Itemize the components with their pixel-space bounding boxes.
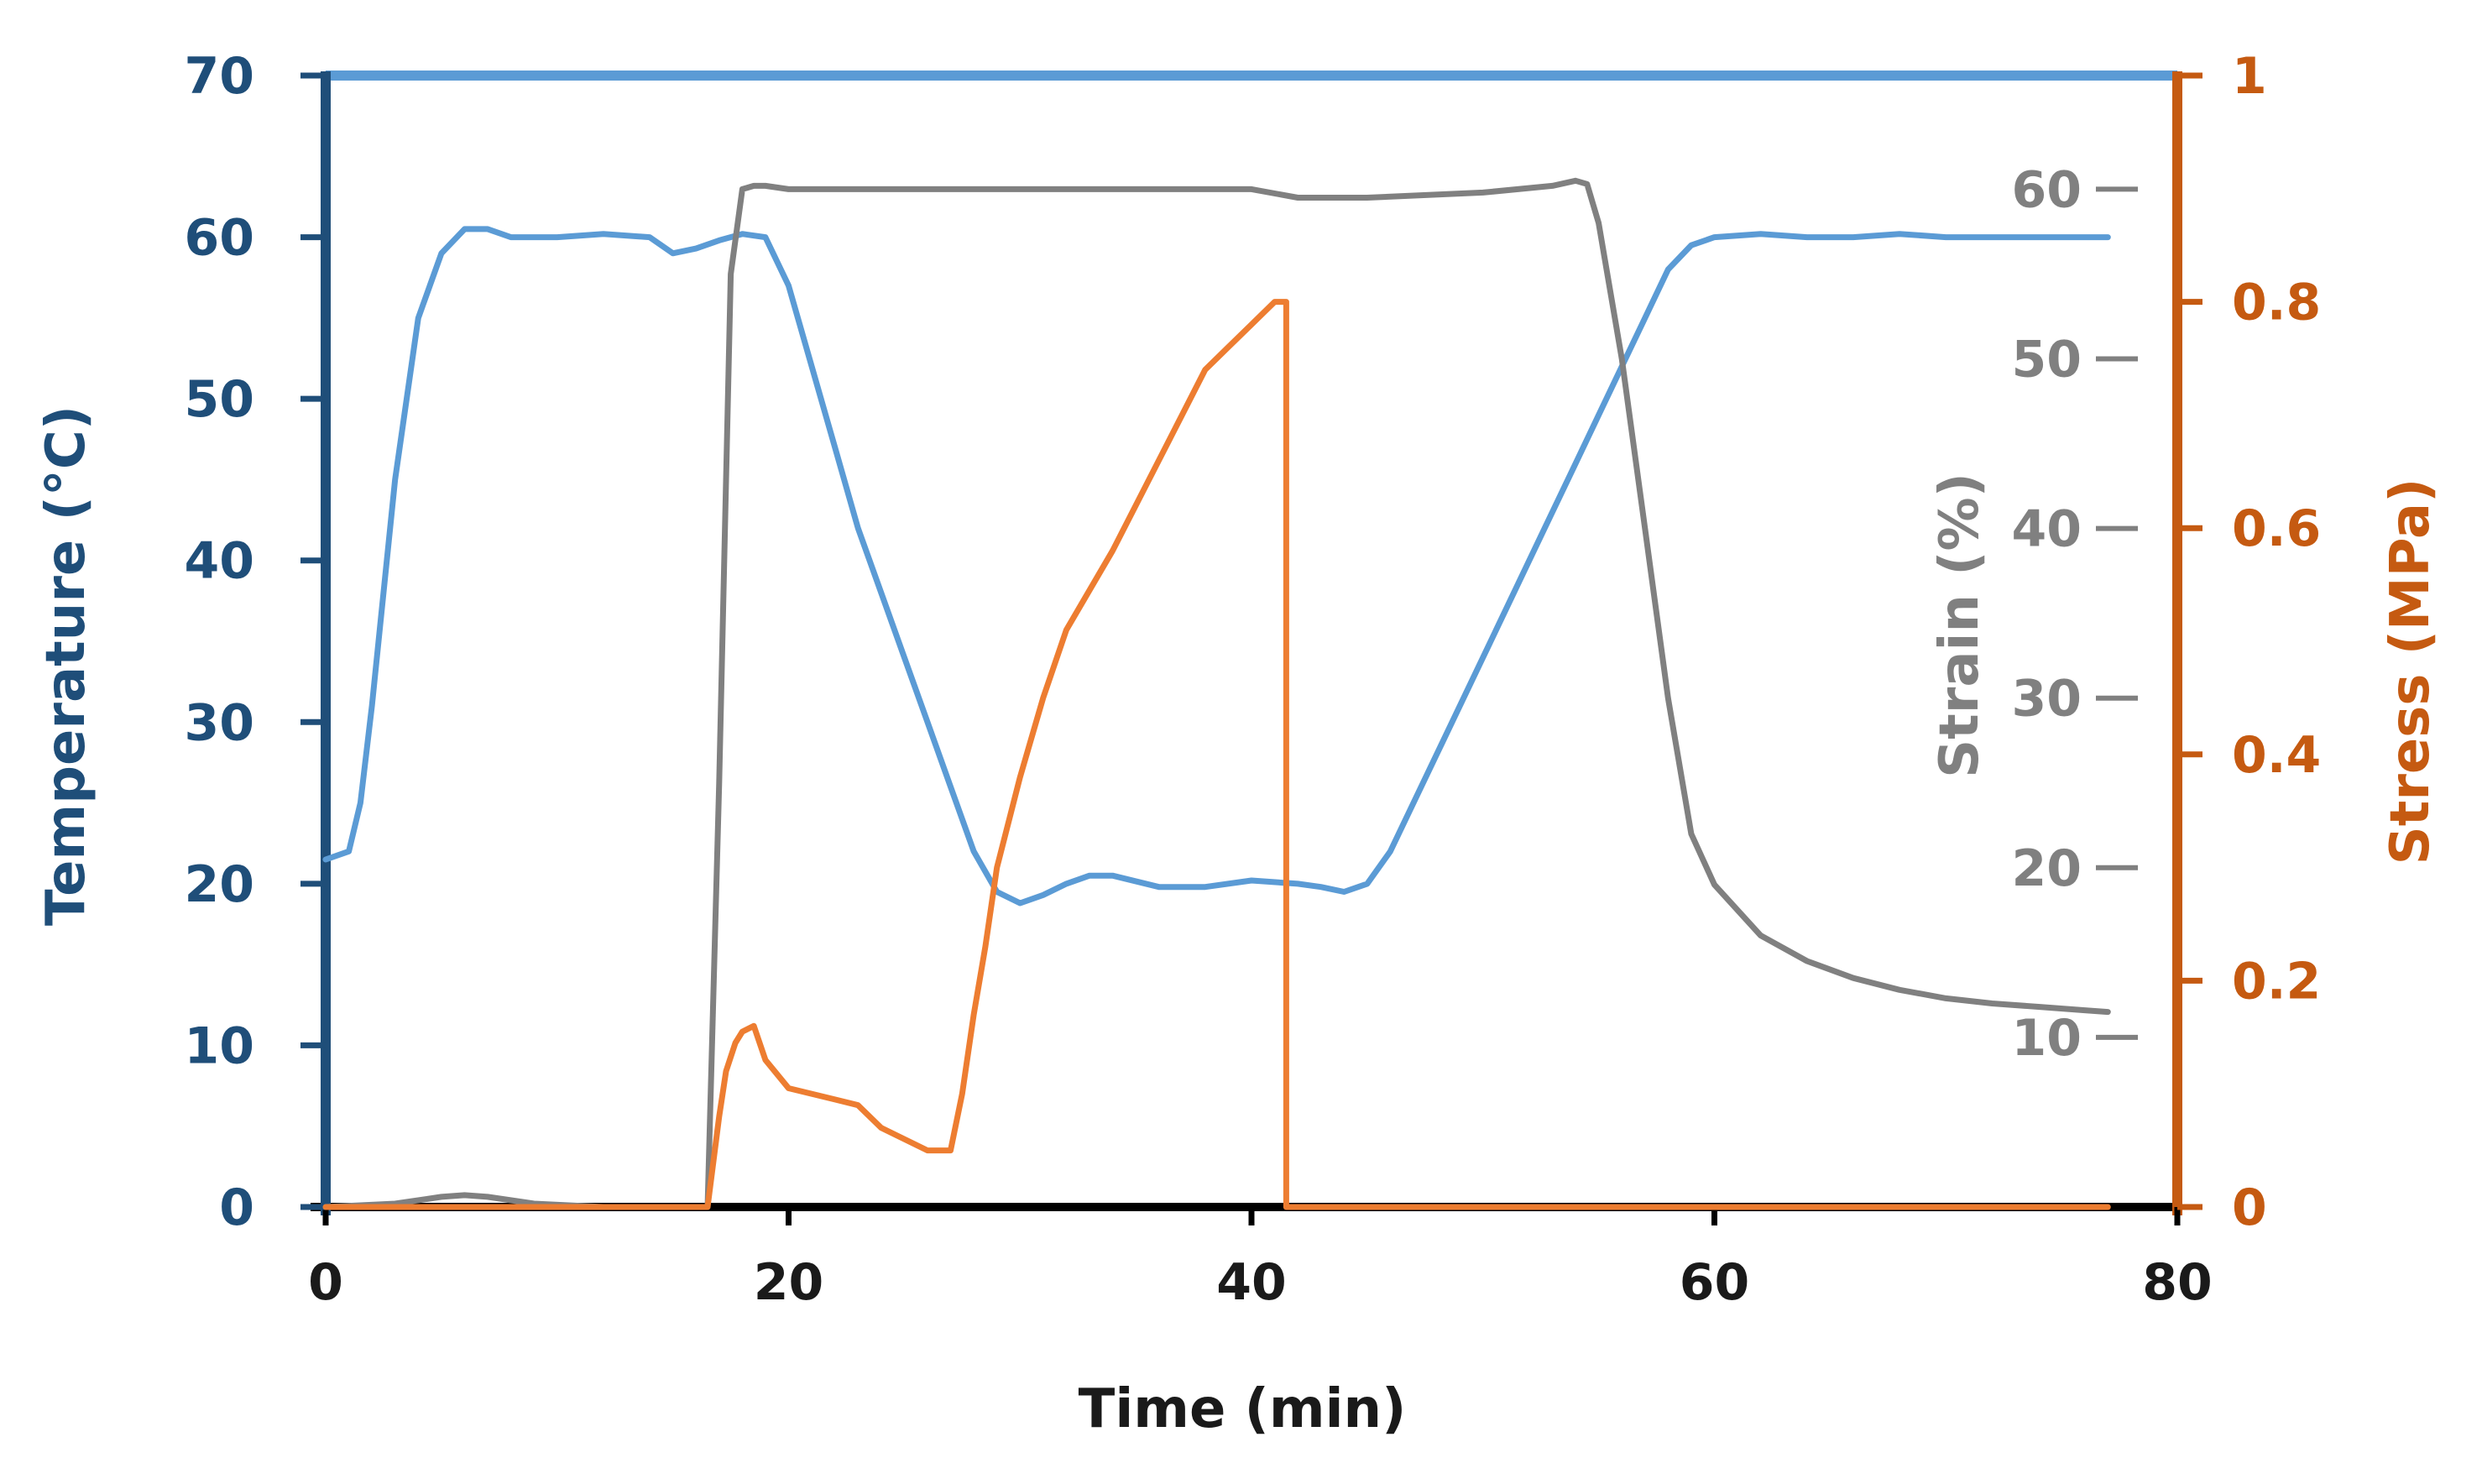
- temperature-tick-label: 20: [185, 855, 255, 914]
- stress-tick-label: 0.6: [2232, 499, 2321, 558]
- x-tick-label: 60: [1680, 1253, 1750, 1312]
- temperature-axis-title: Temperature (°C): [35, 405, 97, 926]
- stress-axis-title: Stress (MPa): [2380, 478, 2442, 865]
- temperature-tick-label: 0: [219, 1178, 254, 1237]
- stress-tick-label: 0.8: [2232, 274, 2321, 332]
- stress-series-line: [322, 299, 2111, 1210]
- stress-tick-label: 1: [2232, 47, 2267, 106]
- temperature-tick-label: 70: [185, 47, 255, 106]
- x-tick-label: 80: [2142, 1253, 2213, 1312]
- temperature-tick-label: 10: [185, 1016, 255, 1075]
- x-tick-label: 40: [1216, 1253, 1287, 1312]
- x-tick-label: 0: [308, 1253, 343, 1312]
- strain-tick-label: 30: [2012, 670, 2082, 729]
- series-layer: [322, 177, 2111, 1210]
- x-axis-title: Time (min): [1079, 1378, 1407, 1440]
- strain-tick-label: 60: [2012, 160, 2082, 219]
- strain-tick-label: 10: [2012, 1009, 2082, 1068]
- temperature-tick-label: 60: [185, 209, 255, 268]
- stress-tick-label: 0: [2232, 1178, 2267, 1237]
- temperature-tick-label: 40: [185, 532, 255, 591]
- temperature-series-line: [322, 226, 2111, 907]
- temperature-tick-label: 50: [185, 370, 255, 429]
- tick-marks: [300, 72, 2202, 1225]
- strain-tick-label: 40: [2012, 500, 2082, 559]
- x-tick-label: 20: [754, 1253, 824, 1312]
- stress-tick-label: 0.4: [2232, 726, 2321, 785]
- strain-tick-label: 20: [2012, 839, 2082, 898]
- temperature-tick-label: 30: [185, 693, 255, 752]
- stress-tick-label: 0.2: [2232, 952, 2321, 1011]
- strain-tick-label: 50: [2012, 331, 2082, 389]
- strain-axis-title: Strain (%): [1929, 473, 1991, 778]
- tick-labels: 0 20 40 60 80 0 10 20 30 40 50 60 70 10 20 30 40 50 60 0 0.2…: [185, 47, 2322, 1312]
